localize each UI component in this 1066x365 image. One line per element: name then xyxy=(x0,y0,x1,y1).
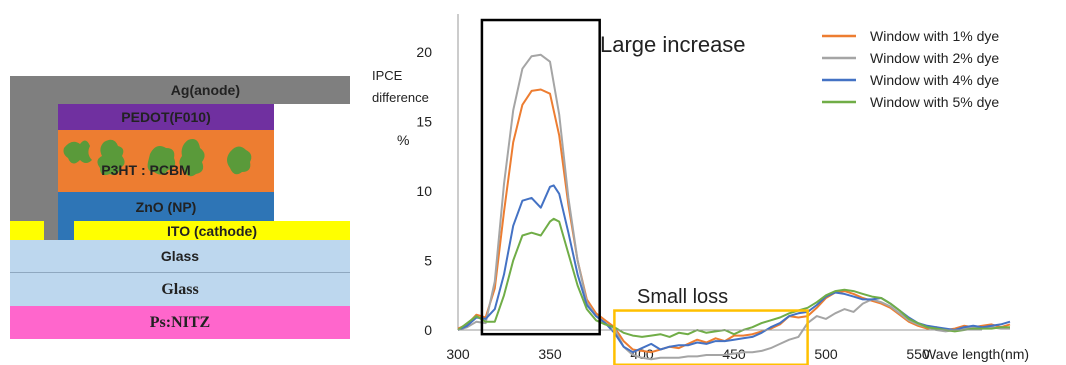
small-loss-label: Small loss xyxy=(637,286,728,308)
ps-nitz-layer: Ps:NITZ xyxy=(10,306,350,339)
y-axis-label-line2: difference xyxy=(372,90,429,105)
large-increase-label: Large increase xyxy=(600,32,746,57)
phase-domain-blob xyxy=(97,139,125,176)
x-tick-label: 500 xyxy=(814,346,838,362)
y-tick-label: 15 xyxy=(416,114,432,130)
y-tick-label: 20 xyxy=(416,44,432,60)
x-tick-label: 550 xyxy=(906,346,930,362)
glass-layer-top: Glass xyxy=(10,240,350,273)
ito-left-segment xyxy=(10,221,44,240)
x-tick-label: 300 xyxy=(446,346,470,362)
ag-anode-layer: Ag(anode) xyxy=(10,76,350,104)
ag-anode-side xyxy=(10,104,58,240)
phase-domain-blob xyxy=(63,140,92,164)
x-tick-label: 350 xyxy=(538,346,562,362)
legend-entry: Window with 1% dye xyxy=(870,28,999,44)
zno-label: ZnO (NP) xyxy=(135,199,197,215)
series-line xyxy=(457,88,1011,354)
active-layer: P3HT : PCBM xyxy=(58,130,274,192)
series-line xyxy=(457,53,1010,361)
y-tick-label: 10 xyxy=(416,183,432,199)
x-axis-label: Wave length(nm) xyxy=(923,346,1029,362)
ag-anode-label: Ag(anode) xyxy=(170,82,240,98)
zno-layer: ZnO (NP) xyxy=(58,192,274,222)
zno-layer-foot xyxy=(58,222,74,240)
y-axis-label-unit: % xyxy=(397,132,409,148)
ito-cathode-layer: ITO (cathode) xyxy=(74,221,350,240)
series-line xyxy=(457,217,1010,338)
y-tick-label: 0 xyxy=(424,322,432,338)
large-increase-box xyxy=(480,18,601,336)
y-tick-label: 5 xyxy=(424,253,432,269)
legend-entry: Window with 2% dye xyxy=(870,50,999,66)
phase-domain-blob xyxy=(227,146,252,175)
legend-entry: Window with 4% dye xyxy=(870,72,999,88)
ps-nitz-label: Ps:NITZ xyxy=(149,313,211,331)
y-axis-label-line1: IPCE xyxy=(372,68,403,83)
glass-layer-bottom: Glass xyxy=(10,273,350,306)
legend-entry: Window with 5% dye xyxy=(870,94,999,110)
ito-cathode-label: ITO (cathode) xyxy=(167,222,257,239)
device-stack-diagram: Ag(anode) PEDOT(F010) P3HT : PCBM ZnO (N… xyxy=(0,0,360,365)
phase-domains-graphic xyxy=(63,139,252,177)
pedot-label: PEDOT(F010) xyxy=(121,109,211,125)
phase-domain-blob xyxy=(147,146,176,175)
pedot-layer: PEDOT(F010) xyxy=(58,104,274,130)
glass-top-label: Glass xyxy=(160,248,200,264)
glass-bottom-label: Glass xyxy=(161,280,199,298)
phase-domain-blob xyxy=(179,139,205,177)
chart-legend: Window with 1% dye Window with 2% dye Wind… xyxy=(822,28,999,110)
active-layer-label: P3HT : PCBM xyxy=(101,162,191,178)
